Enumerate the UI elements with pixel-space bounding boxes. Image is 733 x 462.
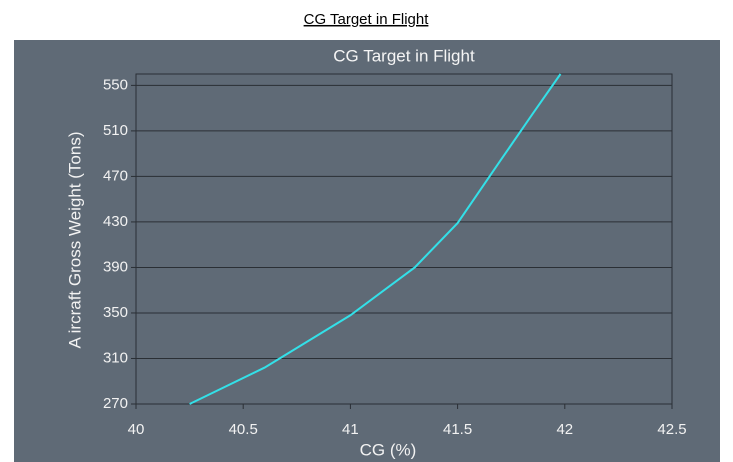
y-tick-label: 510 (103, 122, 128, 139)
x-tick-label: 42.5 (657, 421, 686, 438)
y-tick-label: 550 (103, 76, 128, 93)
y-tick-label: 350 (103, 304, 128, 321)
x-tick-label: 40 (128, 421, 145, 438)
y-tick-label: 270 (103, 395, 128, 412)
y-tick-label: 390 (103, 258, 128, 275)
y-axis-label: A ircraft Gross Weight (Tons) (65, 132, 84, 349)
y-tick-label: 310 (103, 349, 128, 366)
caption: CG Target in Flight (304, 11, 430, 28)
plot-area (135, 73, 673, 405)
y-tick-label: 430 (103, 213, 128, 230)
x-tick-label: 40.5 (229, 421, 258, 438)
line-series (189, 73, 562, 405)
chart-title: CG Target in Flight (333, 46, 475, 65)
x-tick-label: 41 (342, 421, 359, 438)
x-tick-label: 42 (556, 421, 573, 438)
y-tick-label: 470 (103, 167, 128, 184)
x-axis-label: CG (%) (360, 440, 417, 459)
x-tick-label: 41.5 (443, 421, 472, 438)
